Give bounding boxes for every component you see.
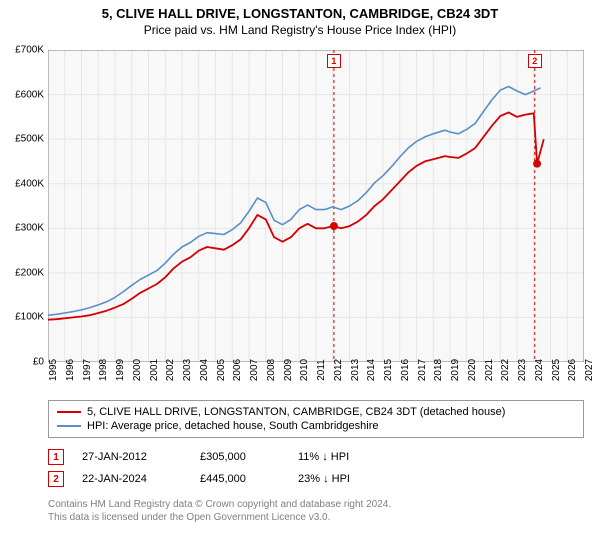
x-tick-label: 2023 bbox=[517, 359, 528, 381]
x-tick-label: 2016 bbox=[400, 359, 411, 381]
legend: 5, CLIVE HALL DRIVE, LONGSTANTON, CAMBRI… bbox=[48, 400, 584, 438]
sale-price: £445,000 bbox=[200, 473, 280, 485]
x-tick-label: 2004 bbox=[199, 359, 210, 381]
x-tick-label: 2014 bbox=[366, 359, 377, 381]
x-tick-label: 2001 bbox=[149, 359, 160, 381]
y-tick-label: £300K bbox=[15, 223, 44, 234]
chart-marker-badge: 1 bbox=[327, 54, 341, 68]
sale-row: 2 22-JAN-2024 £445,000 23% ↓ HPI bbox=[48, 468, 584, 490]
y-tick-label: £200K bbox=[15, 267, 44, 278]
plot-area bbox=[48, 50, 584, 362]
x-tick-label: 2025 bbox=[551, 359, 562, 381]
x-tick-label: 2027 bbox=[584, 359, 595, 381]
y-tick-label: £500K bbox=[15, 134, 44, 145]
x-tick-label: 2026 bbox=[567, 359, 578, 381]
sale-marker-badge: 1 bbox=[48, 449, 64, 465]
x-tick-label: 1999 bbox=[115, 359, 126, 381]
x-tick-label: 2006 bbox=[232, 359, 243, 381]
chart-area: £0£100K£200K£300K£400K£500K£600K£700K 19… bbox=[48, 50, 584, 390]
x-tick-label: 1997 bbox=[82, 359, 93, 381]
x-tick-label: 2021 bbox=[484, 359, 495, 381]
x-tick-label: 2018 bbox=[433, 359, 444, 381]
sale-row: 1 27-JAN-2012 £305,000 11% ↓ HPI bbox=[48, 446, 584, 468]
legend-label: HPI: Average price, detached house, Sout… bbox=[87, 420, 378, 432]
x-tick-label: 2009 bbox=[283, 359, 294, 381]
x-tick-label: 2022 bbox=[500, 359, 511, 381]
attribution-text: Contains HM Land Registry data © Crown c… bbox=[48, 498, 584, 524]
x-tick-label: 2017 bbox=[417, 359, 428, 381]
sale-marker-badge: 2 bbox=[48, 471, 64, 487]
x-tick-label: 2015 bbox=[383, 359, 394, 381]
legend-label: 5, CLIVE HALL DRIVE, LONGSTANTON, CAMBRI… bbox=[87, 406, 505, 418]
y-tick-label: £700K bbox=[15, 45, 44, 56]
sale-price: £305,000 bbox=[200, 451, 280, 463]
x-tick-label: 1995 bbox=[48, 359, 59, 381]
x-tick-label: 1998 bbox=[98, 359, 109, 381]
x-tick-label: 2007 bbox=[249, 359, 260, 381]
chart-subtitle: Price paid vs. HM Land Registry's House … bbox=[0, 23, 600, 37]
x-tick-label: 2000 bbox=[132, 359, 143, 381]
chart-marker-badge: 2 bbox=[528, 54, 542, 68]
x-tick-label: 2005 bbox=[216, 359, 227, 381]
x-tick-label: 2013 bbox=[350, 359, 361, 381]
chart-container: 5, CLIVE HALL DRIVE, LONGSTANTON, CAMBRI… bbox=[0, 0, 600, 560]
x-tick-label: 2008 bbox=[266, 359, 277, 381]
title-block: 5, CLIVE HALL DRIVE, LONGSTANTON, CAMBRI… bbox=[0, 0, 600, 37]
sale-delta-vs-hpi: 11% ↓ HPI bbox=[298, 451, 418, 463]
legend-swatch bbox=[57, 411, 81, 413]
x-tick-label: 2024 bbox=[534, 359, 545, 381]
sales-table: 1 27-JAN-2012 £305,000 11% ↓ HPI 2 22-JA… bbox=[48, 446, 584, 490]
legend-item: HPI: Average price, detached house, Sout… bbox=[57, 419, 575, 433]
legend-swatch bbox=[57, 425, 81, 427]
x-tick-label: 2012 bbox=[333, 359, 344, 381]
y-tick-label: £400K bbox=[15, 178, 44, 189]
x-tick-label: 2019 bbox=[450, 359, 461, 381]
sale-date: 27-JAN-2012 bbox=[82, 451, 182, 463]
y-tick-label: £100K bbox=[15, 312, 44, 323]
legend-item: 5, CLIVE HALL DRIVE, LONGSTANTON, CAMBRI… bbox=[57, 405, 575, 419]
line-chart-svg bbox=[48, 50, 584, 362]
sale-delta-vs-hpi: 23% ↓ HPI bbox=[298, 473, 418, 485]
x-tick-label: 2002 bbox=[165, 359, 176, 381]
x-tick-label: 2003 bbox=[182, 359, 193, 381]
x-tick-label: 2011 bbox=[316, 359, 327, 381]
sale-date: 22-JAN-2024 bbox=[82, 473, 182, 485]
attribution-line: This data is licensed under the Open Gov… bbox=[48, 511, 584, 524]
chart-title: 5, CLIVE HALL DRIVE, LONGSTANTON, CAMBRI… bbox=[0, 6, 600, 21]
y-tick-label: £0 bbox=[33, 357, 44, 368]
attribution-line: Contains HM Land Registry data © Crown c… bbox=[48, 498, 584, 511]
x-tick-label: 2020 bbox=[467, 359, 478, 381]
y-tick-label: £600K bbox=[15, 89, 44, 100]
x-tick-label: 1996 bbox=[65, 359, 76, 381]
x-tick-label: 2010 bbox=[299, 359, 310, 381]
